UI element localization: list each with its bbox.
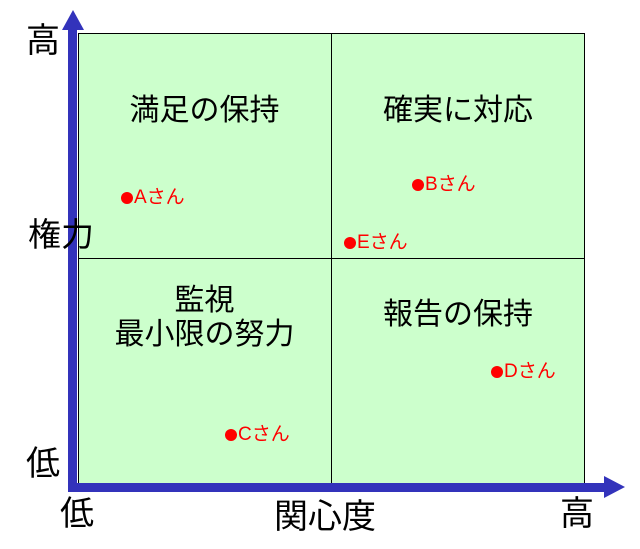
data-point-c: Cさん [225, 425, 290, 444]
data-point-label: Bさん [425, 174, 476, 195]
y-axis-low-label: 低 [26, 445, 60, 483]
data-point-d: Dさん [491, 362, 556, 381]
data-point-a: Aさん [121, 188, 185, 207]
quadrant-label-top-left: 満足の保持 [129, 94, 280, 127]
data-point-label: Cさん [238, 424, 290, 445]
marker-dot-icon [225, 428, 237, 441]
data-point-b: Bさん [412, 175, 476, 194]
x-axis-high-label: 高 [560, 495, 594, 533]
x-axis-low-label: 低 [60, 495, 94, 533]
marker-dot-icon [412, 178, 424, 191]
quadrant-label-top-right: 確実に対応 [383, 94, 533, 127]
y-axis-arrowhead-icon [62, 10, 84, 30]
marker-dot-icon [344, 236, 356, 249]
quadrant-divider-vertical [331, 33, 332, 485]
quadrant-divider-horizontal [78, 258, 585, 259]
data-point-e: Eさん [344, 233, 408, 252]
quadrant-label-bottom-left: 監視 最小限の努力 [114, 284, 295, 351]
data-point-label: Dさん [504, 361, 556, 382]
x-axis-title: 関心度 [274, 498, 376, 536]
y-axis-title: 権力 [28, 216, 94, 253]
y-axis-line [68, 26, 77, 492]
quadrant-label-bottom-right: 報告の保持 [383, 298, 533, 331]
data-point-label: Aさん [134, 187, 185, 208]
marker-dot-icon [491, 365, 503, 378]
y-axis-high-label: 高 [26, 22, 60, 60]
marker-dot-icon [121, 191, 133, 204]
data-point-label: Eさん [357, 232, 408, 253]
x-axis-arrowhead-icon [604, 476, 625, 498]
x-axis-line [68, 483, 608, 492]
